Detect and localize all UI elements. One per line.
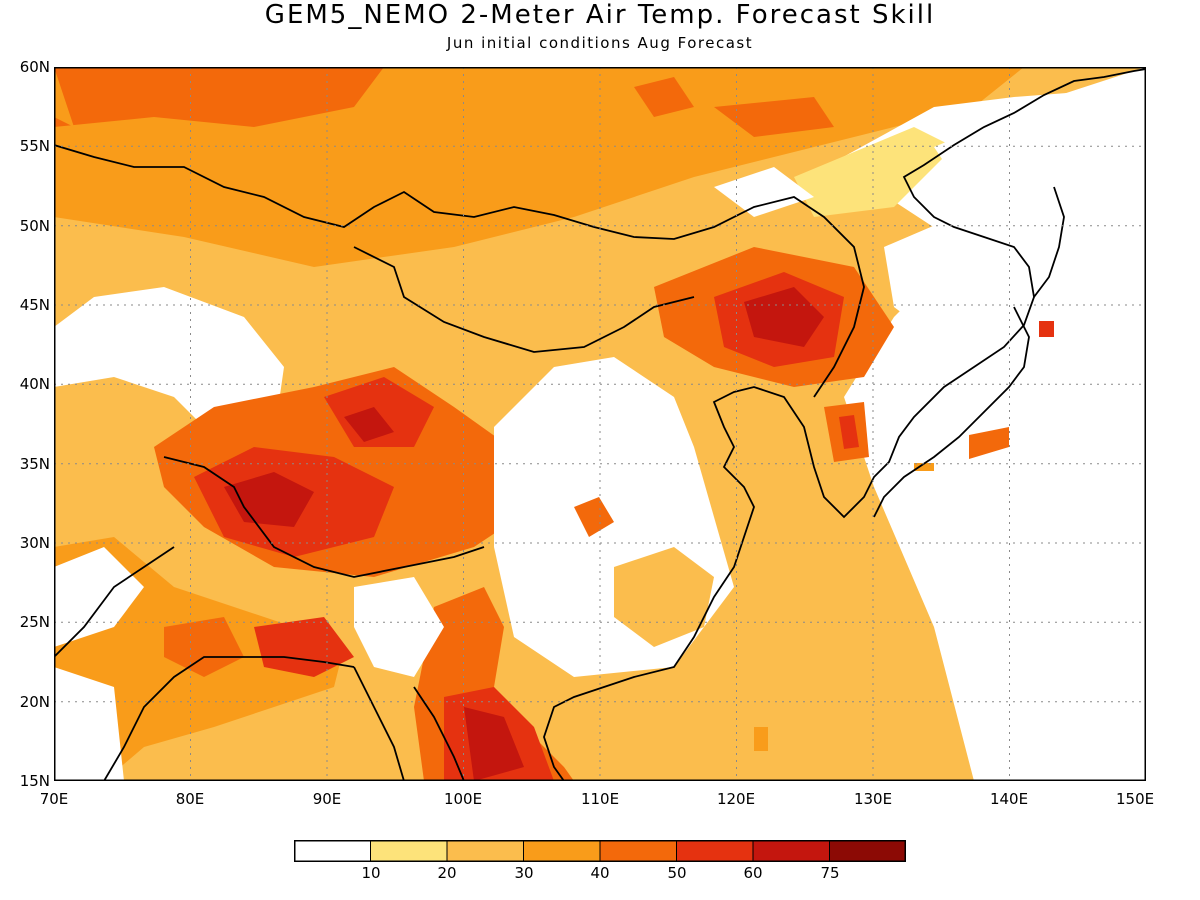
lon-label: 130E	[853, 790, 893, 808]
lat-label: 15N	[19, 772, 50, 790]
colorbar-label: 40	[590, 864, 610, 882]
lon-label: 110E	[580, 790, 620, 808]
grid-lines	[54, 67, 1146, 781]
lon-label: 120E	[716, 790, 756, 808]
lat-label: 45N	[19, 296, 50, 314]
lon-label: 90E	[312, 790, 342, 808]
lat-label: 55N	[19, 137, 50, 155]
colorbar	[294, 840, 906, 862]
map-title: GEM5_NEMO 2-Meter Air Temp. Forecast Ski…	[264, 0, 936, 30]
colorbar-swatch	[370, 840, 448, 862]
lat-label: 50N	[19, 217, 50, 235]
lon-label: 80E	[175, 790, 205, 808]
lon-label: 150E	[1116, 790, 1155, 808]
colorbar-swatch	[599, 840, 677, 862]
lat-label: 20N	[19, 693, 50, 711]
colorbar-swatch	[752, 840, 830, 862]
lat-label: 60N	[19, 58, 50, 76]
lon-label: 100E	[443, 790, 483, 808]
skill-map	[54, 67, 1146, 781]
coastlines	[54, 68, 1146, 781]
map-subtitle: Jun initial conditions Aug Forecast	[446, 34, 754, 52]
lon-label: 70E	[39, 790, 69, 808]
lat-label: 30N	[19, 534, 50, 552]
colorbar-label: 10	[361, 864, 381, 882]
colorbar-label: 60	[743, 864, 763, 882]
colorbar-label: 50	[667, 864, 687, 882]
colorbar-swatch	[523, 840, 601, 862]
lat-label: 35N	[19, 455, 50, 473]
lat-label: 40N	[19, 375, 50, 393]
lat-label: 25N	[19, 613, 50, 631]
colorbar-swatch	[446, 840, 524, 862]
colorbar-swatch	[294, 840, 371, 862]
colorbar-swatch	[829, 840, 906, 862]
colorbar-swatch	[676, 840, 754, 862]
lon-label: 140E	[989, 790, 1029, 808]
colorbar-label: 20	[437, 864, 457, 882]
colorbar-label: 30	[514, 864, 534, 882]
colorbar-label: 75	[820, 864, 840, 882]
map-frame	[54, 67, 1146, 781]
